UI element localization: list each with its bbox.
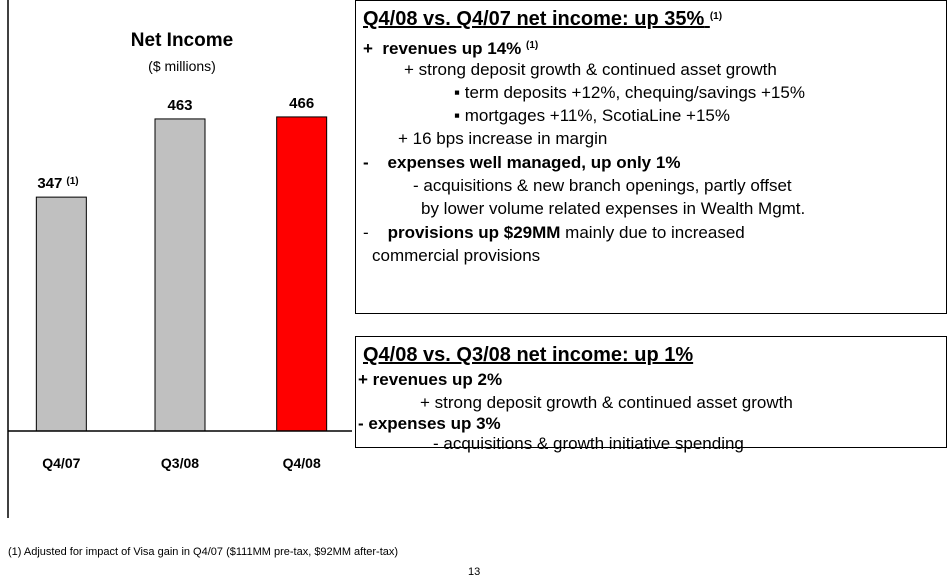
line: - provisions up $29MM mainly due to incr…	[363, 223, 745, 243]
line: ▪ term deposits +12%, chequing/savings +…	[454, 83, 805, 102]
value-text: 466	[289, 95, 314, 112]
value-label: 463	[167, 97, 192, 114]
text: + revenues up 14%	[363, 39, 522, 58]
bar	[276, 116, 328, 432]
line: - expenses up 3%	[358, 414, 501, 433]
x-tick-label: Q4/08	[283, 455, 321, 471]
note-marker: (1)	[66, 176, 78, 187]
line: + strong deposit growth & continued asse…	[404, 60, 777, 79]
line: - expenses well managed, up only 1%	[363, 153, 681, 172]
x-tick-label: Q4/07	[42, 455, 80, 471]
bar	[154, 118, 206, 432]
value-text: 463	[167, 97, 192, 114]
value-label: 466	[289, 95, 314, 112]
line: ▪ mortgages +11%, ScotiaLine +15%	[454, 106, 730, 125]
summary-box: Q4/08 vs. Q4/07 net income: up 35% (1) +…	[355, 0, 947, 314]
text: provisions up $29MM	[387, 223, 561, 242]
line: by lower volume related expenses in Weal…	[421, 199, 806, 218]
line: + revenues up 2%	[358, 370, 503, 389]
line: + strong deposit growth & continued asse…	[420, 393, 793, 412]
line: + revenues up 14% (1)	[363, 36, 538, 59]
line: - acquisitions & growth initiative spend…	[433, 434, 744, 453]
chart-title: Net Income	[131, 30, 233, 51]
chart-subtitle: ($ millions)	[148, 58, 216, 74]
line: commercial provisions	[372, 246, 541, 265]
x-tick-label: Q3/08	[161, 455, 199, 471]
page-number: 13	[468, 566, 481, 578]
heading: Q4/08 vs. Q3/08 net income: up 1%	[363, 344, 694, 366]
value-label: 347 (1)	[37, 175, 78, 192]
line: + 16 bps increase in margin	[398, 129, 608, 148]
heading: Q4/08 vs. Q4/07 net income: up 35% (1)	[363, 7, 722, 29]
line: - acquisitions & new branch openings, pa…	[413, 176, 792, 195]
footnote: (1) Adjusted for impact of Visa gain in …	[8, 546, 399, 558]
text: -	[363, 223, 369, 242]
note-marker: (1)	[526, 40, 539, 51]
heading-text: Q4/08 vs. Q4/07 net income: up 35%	[363, 8, 705, 30]
note-marker: (1)	[709, 11, 723, 22]
value-text: 347	[37, 175, 62, 192]
bar	[35, 196, 87, 432]
summary-box: Q4/08 vs. Q3/08 net income: up 1% + reve…	[355, 336, 947, 453]
chart: Net Income ($ millions) Q4/07 347 (1) Q3/08…	[7, 0, 352, 518]
text: mainly due to increased	[560, 223, 745, 242]
